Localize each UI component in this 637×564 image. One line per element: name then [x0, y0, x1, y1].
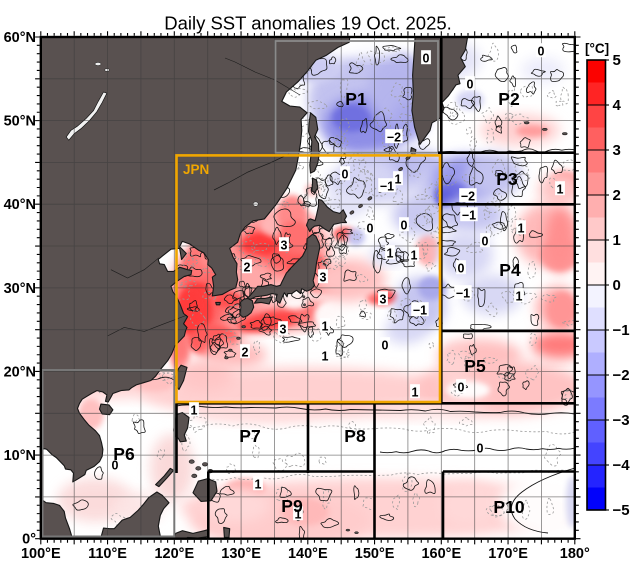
- svg-text:170°E: 170°E: [488, 546, 528, 562]
- svg-text:2: 2: [613, 187, 621, 204]
- svg-text:0: 0: [482, 235, 489, 249]
- svg-text:−2: −2: [613, 367, 630, 384]
- svg-text:0: 0: [367, 222, 374, 236]
- svg-text:−2: −2: [461, 190, 475, 204]
- svg-text:30°N: 30°N: [4, 281, 36, 297]
- svg-text:P7: P7: [239, 426, 260, 446]
- svg-text:1: 1: [395, 173, 402, 187]
- svg-text:1: 1: [322, 350, 329, 364]
- svg-text:10°N: 10°N: [4, 448, 36, 464]
- svg-text:−5: −5: [613, 502, 630, 519]
- svg-text:P8: P8: [344, 426, 366, 446]
- svg-text:150°E: 150°E: [355, 546, 395, 562]
- svg-text:1: 1: [411, 249, 418, 263]
- svg-text:1: 1: [387, 247, 394, 261]
- svg-text:0: 0: [458, 262, 465, 276]
- svg-text:120°E: 120°E: [154, 546, 194, 562]
- svg-text:−1: −1: [413, 304, 427, 318]
- svg-text:0: 0: [401, 219, 408, 233]
- svg-text:100°E: 100°E: [21, 546, 61, 562]
- svg-text:40°N: 40°N: [4, 197, 36, 213]
- svg-text:3: 3: [613, 142, 621, 159]
- svg-text:[°C]: [°C]: [585, 41, 609, 56]
- svg-text:0°: 0°: [22, 532, 36, 548]
- svg-text:140°E: 140°E: [288, 546, 328, 562]
- svg-text:−3: −3: [613, 412, 630, 429]
- svg-text:−1: −1: [462, 209, 476, 223]
- svg-text:−1: −1: [456, 287, 470, 301]
- svg-text:0: 0: [342, 168, 349, 182]
- svg-text:110°E: 110°E: [88, 546, 127, 562]
- svg-text:Daily SST anomalies 19 Oct. 20: Daily SST anomalies 19 Oct. 2025.: [164, 13, 452, 34]
- svg-text:1: 1: [191, 404, 198, 418]
- svg-text:1: 1: [322, 320, 329, 334]
- svg-text:180°: 180°: [560, 546, 590, 562]
- svg-text:P6: P6: [113, 444, 135, 464]
- svg-text:1: 1: [412, 386, 419, 400]
- svg-text:60°N: 60°N: [4, 30, 36, 46]
- svg-text:1: 1: [295, 508, 302, 522]
- svg-text:0: 0: [613, 277, 621, 294]
- svg-text:3: 3: [281, 239, 288, 253]
- svg-text:3: 3: [320, 271, 327, 285]
- svg-text:3: 3: [380, 293, 387, 307]
- svg-text:1: 1: [557, 183, 564, 197]
- svg-text:5: 5: [613, 52, 621, 69]
- svg-text:P5: P5: [464, 356, 486, 376]
- svg-text:P9: P9: [281, 496, 303, 516]
- svg-text:0: 0: [423, 52, 430, 66]
- svg-text:2: 2: [242, 346, 249, 360]
- svg-text:130°E: 130°E: [221, 546, 261, 562]
- svg-text:0: 0: [538, 45, 545, 59]
- svg-text:−2: −2: [387, 131, 401, 145]
- svg-text:1: 1: [613, 232, 621, 249]
- svg-text:160°E: 160°E: [421, 546, 461, 562]
- svg-text:−1: −1: [380, 180, 394, 194]
- svg-text:P10: P10: [493, 497, 524, 517]
- svg-text:0: 0: [467, 78, 474, 92]
- svg-text:4: 4: [613, 97, 622, 114]
- svg-text:3: 3: [280, 323, 287, 337]
- svg-text:0: 0: [477, 442, 484, 456]
- svg-text:2: 2: [244, 261, 251, 275]
- svg-text:0: 0: [112, 459, 119, 473]
- svg-text:P4: P4: [499, 260, 521, 280]
- svg-text:1: 1: [518, 222, 525, 236]
- svg-text:20°N: 20°N: [4, 365, 36, 381]
- svg-text:P1: P1: [345, 89, 367, 109]
- svg-text:1: 1: [255, 478, 262, 492]
- svg-text:JPN: JPN: [183, 162, 209, 177]
- svg-text:50°N: 50°N: [4, 114, 36, 130]
- svg-text:0: 0: [382, 339, 389, 353]
- svg-text:P3: P3: [496, 169, 518, 189]
- svg-text:1: 1: [516, 290, 523, 304]
- svg-text:−1: −1: [613, 322, 630, 339]
- svg-text:0: 0: [458, 381, 465, 395]
- svg-text:P2: P2: [498, 89, 520, 109]
- svg-text:−4: −4: [613, 457, 631, 474]
